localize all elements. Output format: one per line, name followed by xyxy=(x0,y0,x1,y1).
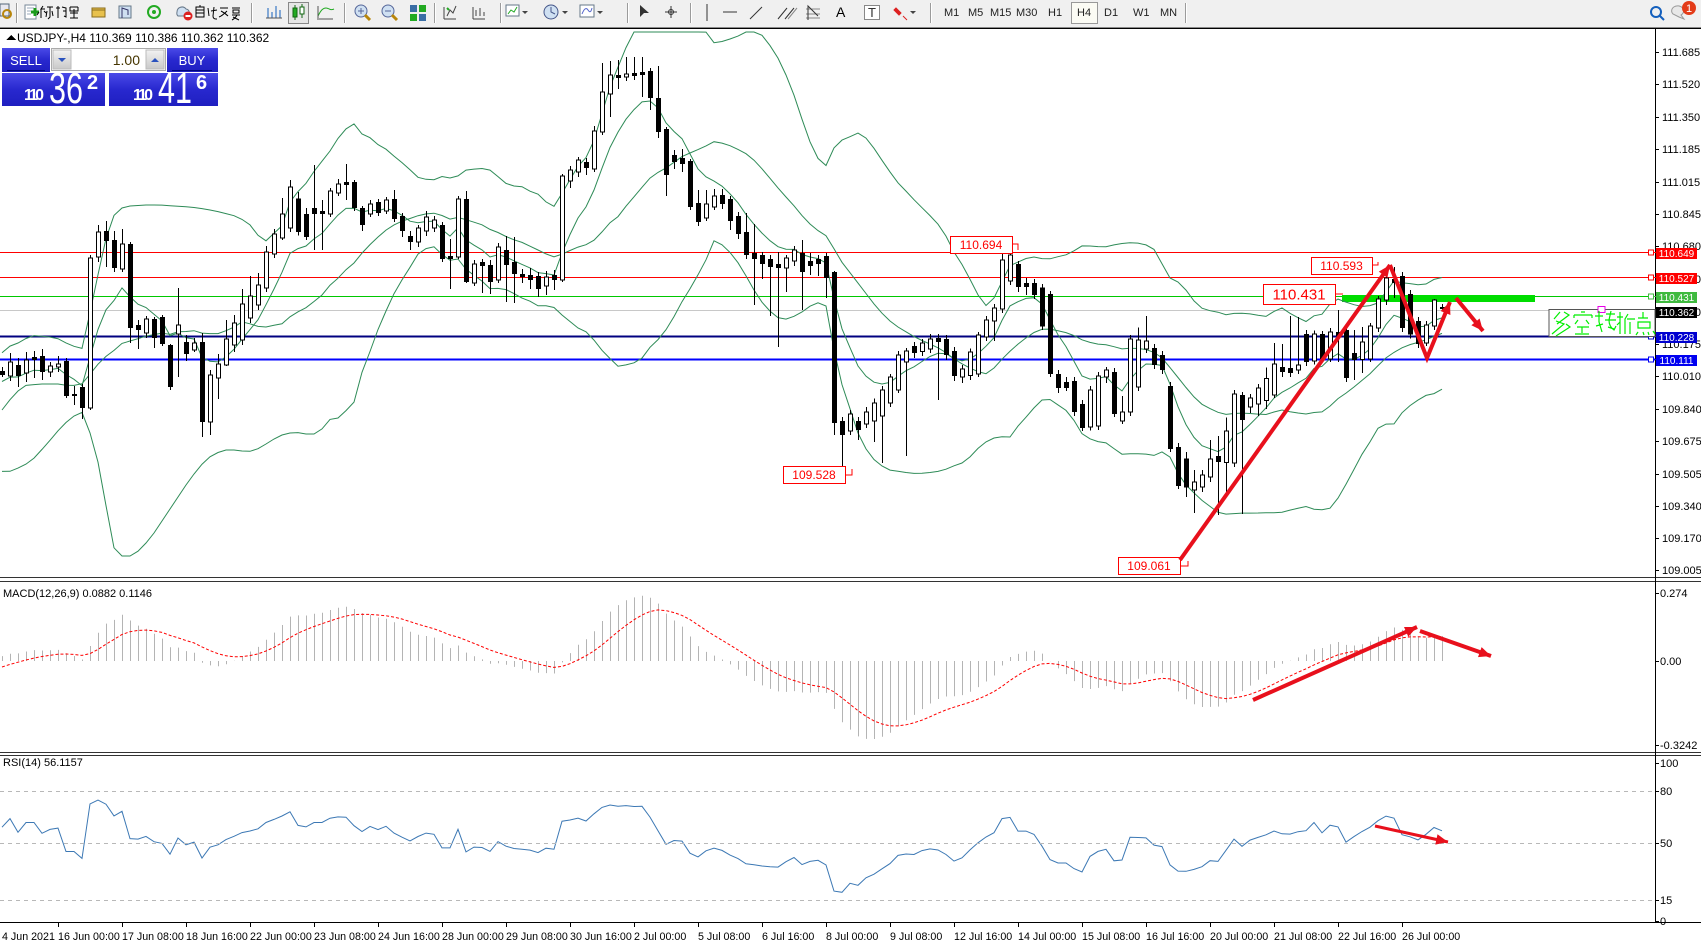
svg-text:6: 6 xyxy=(196,72,207,94)
svg-text:H1: H1 xyxy=(1048,7,1062,19)
svg-text:111.685: 111.685 xyxy=(1662,47,1700,59)
svg-text:12 Jul 16:00: 12 Jul 16:00 xyxy=(954,931,1012,943)
svg-text:111.520: 111.520 xyxy=(1662,79,1700,91)
svg-text:8 Jul 00:00: 8 Jul 00:00 xyxy=(826,931,878,943)
svg-text:26 Jul 00:00: 26 Jul 00:00 xyxy=(1402,931,1460,943)
svg-text:T: T xyxy=(868,5,876,20)
svg-text:0.274: 0.274 xyxy=(1660,588,1688,600)
svg-text:110.228: 110.228 xyxy=(1659,333,1695,344)
svg-text:RSI(14) 56.1157: RSI(14) 56.1157 xyxy=(3,757,83,769)
svg-text:USDJPY-,H4 110.369 110.386 11: USDJPY-,H4 110.369 110.386 110.362 110.3… xyxy=(17,31,270,45)
svg-text:21 Jul 08:00: 21 Jul 08:00 xyxy=(1274,931,1332,943)
svg-text:6 Jul 16:00: 6 Jul 16:00 xyxy=(762,931,814,943)
svg-text:15: 15 xyxy=(1660,895,1672,907)
svg-text:15 Jul 08:00: 15 Jul 08:00 xyxy=(1082,931,1140,943)
svg-text:17 Jun 08:00: 17 Jun 08:00 xyxy=(122,931,184,943)
svg-text:110.431: 110.431 xyxy=(1272,286,1325,303)
svg-text:0: 0 xyxy=(1660,916,1666,928)
svg-text:2 Jul 00:00: 2 Jul 00:00 xyxy=(634,931,686,943)
svg-text:MN: MN xyxy=(1160,7,1177,19)
svg-text:100: 100 xyxy=(1660,758,1678,770)
svg-text:-0.3242: -0.3242 xyxy=(1660,740,1697,752)
svg-text:109.005: 109.005 xyxy=(1662,565,1701,577)
svg-text:BUY: BUY xyxy=(179,53,206,68)
svg-text:1: 1 xyxy=(1686,3,1692,15)
svg-text:M15: M15 xyxy=(990,7,1011,19)
svg-text:30 Jun 16:00: 30 Jun 16:00 xyxy=(570,931,632,943)
svg-text:36: 36 xyxy=(49,64,83,106)
svg-text:109.170: 109.170 xyxy=(1662,533,1701,545)
svg-text:SELL: SELL xyxy=(10,53,42,68)
svg-text:110.593: 110.593 xyxy=(1320,259,1363,273)
svg-text:MACD(12,26,9) 0.0882 0.1146: MACD(12,26,9) 0.0882 0.1146 xyxy=(3,588,152,600)
svg-text:5 Jul 08:00: 5 Jul 08:00 xyxy=(698,931,750,943)
svg-text:50: 50 xyxy=(1660,838,1672,850)
svg-text:110.845: 110.845 xyxy=(1662,209,1701,221)
svg-text:109.340: 109.340 xyxy=(1662,501,1701,513)
svg-text:111.185: 111.185 xyxy=(1662,144,1700,156)
svg-text:28 Jun 00:00: 28 Jun 00:00 xyxy=(442,931,504,943)
svg-text:109.505: 109.505 xyxy=(1662,469,1701,481)
svg-text:W1: W1 xyxy=(1133,7,1150,19)
svg-text:20 Jul 00:00: 20 Jul 00:00 xyxy=(1210,931,1268,943)
svg-text:4 Jun 2021: 4 Jun 2021 xyxy=(2,931,55,943)
svg-text:D1: D1 xyxy=(1104,7,1118,19)
svg-text:41: 41 xyxy=(158,64,192,106)
svg-text:109.528: 109.528 xyxy=(792,468,836,482)
svg-text:2: 2 xyxy=(87,72,98,94)
svg-text:22 Jun 00:00: 22 Jun 00:00 xyxy=(250,931,312,943)
svg-text:23 Jun 08:00: 23 Jun 08:00 xyxy=(314,931,376,943)
svg-text:H4: H4 xyxy=(1077,7,1091,19)
svg-text:22 Jul 16:00: 22 Jul 16:00 xyxy=(1338,931,1396,943)
svg-text:9 Jul 08:00: 9 Jul 08:00 xyxy=(890,931,942,943)
svg-text:M1: M1 xyxy=(944,7,959,19)
svg-text:111.350: 111.350 xyxy=(1662,112,1700,124)
svg-text:M5: M5 xyxy=(968,7,983,19)
svg-text:29 Jun 08:00: 29 Jun 08:00 xyxy=(506,931,568,943)
svg-text:110.010: 110.010 xyxy=(1662,371,1701,383)
svg-text:109.675: 109.675 xyxy=(1662,436,1701,448)
svg-text:1.00: 1.00 xyxy=(113,52,140,68)
svg-text:80: 80 xyxy=(1660,786,1672,798)
svg-text:0.00: 0.00 xyxy=(1660,656,1681,668)
svg-text:16 Jun 00:00: 16 Jun 00:00 xyxy=(58,931,120,943)
svg-text:109.840: 109.840 xyxy=(1662,404,1701,416)
svg-text:110.694: 110.694 xyxy=(960,238,1003,252)
svg-text:14 Jul 00:00: 14 Jul 00:00 xyxy=(1018,931,1076,943)
svg-text:110.527: 110.527 xyxy=(1659,274,1695,285)
svg-text:110.431: 110.431 xyxy=(1659,293,1695,304)
svg-text:110.362: 110.362 xyxy=(1659,308,1695,319)
svg-text:16 Jul 16:00: 16 Jul 16:00 xyxy=(1146,931,1204,943)
svg-text:110.111: 110.111 xyxy=(1660,356,1694,367)
svg-text:110: 110 xyxy=(133,87,153,104)
svg-text:111.015: 111.015 xyxy=(1662,177,1700,189)
svg-text:M30: M30 xyxy=(1016,7,1037,19)
svg-text:24 Jun 16:00: 24 Jun 16:00 xyxy=(378,931,440,943)
svg-text:110.649: 110.649 xyxy=(1659,249,1695,260)
svg-text:18 Jun 16:00: 18 Jun 16:00 xyxy=(186,931,248,943)
svg-text:A: A xyxy=(836,4,846,20)
svg-text:110: 110 xyxy=(24,87,44,104)
svg-text:109.061: 109.061 xyxy=(1127,559,1171,573)
